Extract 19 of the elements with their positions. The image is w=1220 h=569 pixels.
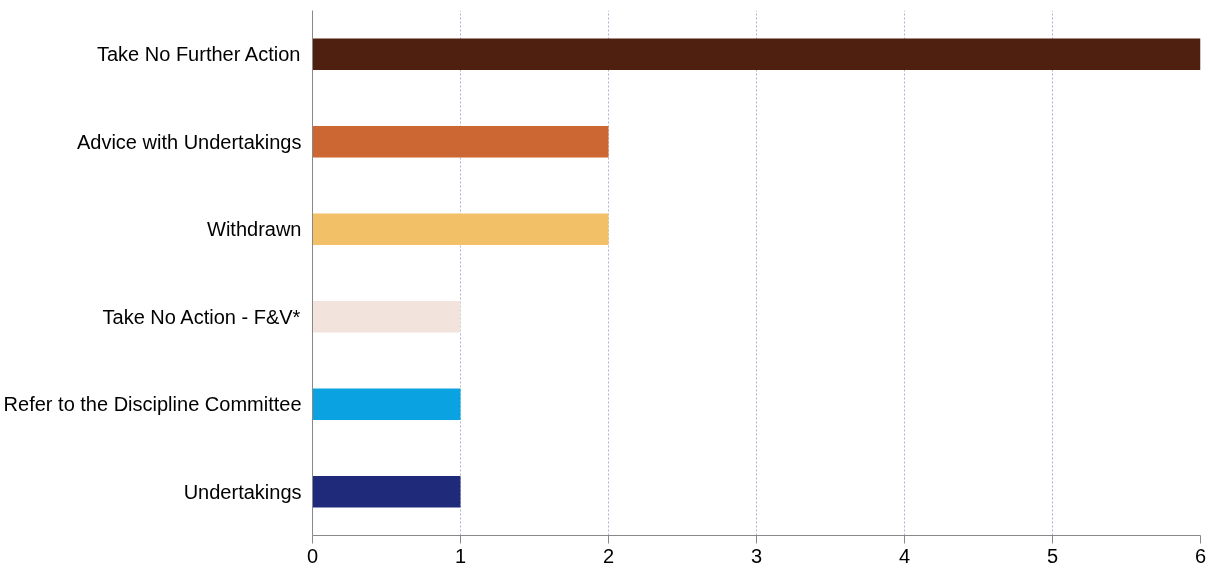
x-tick-label: 5: [1046, 544, 1059, 567]
y-tick-label: Take No Action - F&V*: [102, 305, 301, 328]
x-tick-label: 2: [602, 544, 615, 567]
y-tick-label: Take No Further Action: [96, 43, 301, 66]
x-tick-label: 6: [1194, 544, 1207, 567]
bar: [312, 213, 609, 245]
bar: [312, 38, 1201, 70]
bar: [312, 476, 461, 508]
y-tick-label: Refer to the Discipline Committee: [3, 393, 302, 416]
y-tick-label: Withdrawn: [207, 218, 302, 241]
bar: [312, 388, 461, 420]
y-tick-label: Undertakings: [183, 480, 302, 503]
x-tick-label: 4: [898, 544, 911, 567]
x-tick-label: 1: [454, 544, 467, 567]
bar: [312, 301, 461, 333]
y-tick-label: Advice with Undertakings: [76, 130, 302, 153]
x-tick-label: 0: [306, 544, 319, 567]
x-tick-label: 3: [750, 544, 763, 567]
bar: [312, 126, 609, 158]
